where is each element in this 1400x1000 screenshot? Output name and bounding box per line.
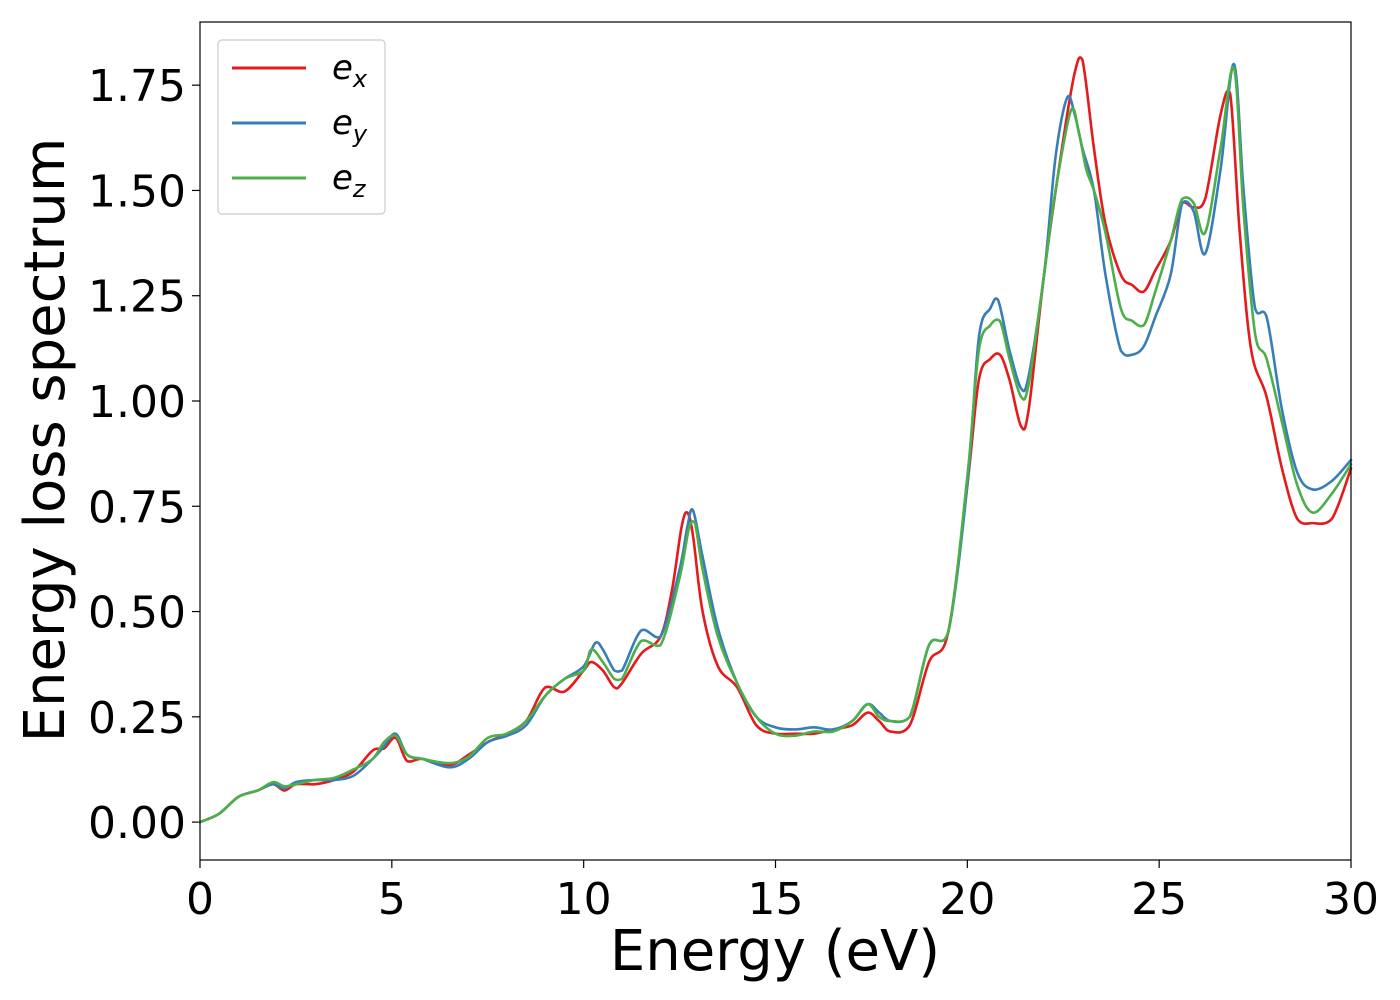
x-tick-label: 30 — [1323, 874, 1379, 925]
legend-label-subscript: x — [352, 65, 368, 93]
x-tick-label: 20 — [939, 874, 995, 925]
legend-label-base: e — [332, 158, 353, 198]
y-axis-ticks: 0.00 0.25 0.50 0.75 1.00 1.25 1.50 1.75 — [88, 61, 200, 849]
y-tick-label: 1.50 — [88, 166, 186, 217]
series-layer — [198, 56, 1353, 824]
legend-label-subscript: y — [352, 120, 368, 148]
y-tick-label: 0.00 — [88, 798, 186, 849]
legend-label-base: e — [332, 103, 353, 143]
x-axis-title: Energy (eV) — [610, 919, 940, 984]
legend-label-subscript: z — [352, 175, 367, 203]
x-axis-ticks: 0 5 10 15 20 25 30 — [186, 860, 1379, 925]
y-tick-label: 0.25 — [88, 693, 186, 744]
legend-box — [217, 39, 386, 215]
plot-frame — [199, 21, 1352, 861]
legend-label-e-z: ez — [332, 158, 367, 203]
y-tick-label: 1.75 — [88, 61, 186, 112]
legend-label-e-y: ey — [332, 103, 368, 148]
legend-label-base: e — [332, 48, 353, 88]
x-tick-label: 0 — [186, 874, 214, 925]
legend-label-e-x: ex — [332, 48, 368, 93]
y-tick-label: 1.25 — [88, 272, 186, 323]
x-tick-label: 5 — [378, 874, 406, 925]
x-tick-label: 10 — [556, 874, 612, 925]
y-tick-label: 0.50 — [88, 588, 186, 639]
x-tick-label: 25 — [1131, 874, 1187, 925]
y-tick-label: 0.75 — [88, 482, 186, 533]
y-axis-title: Energy loss spectrum — [13, 138, 78, 743]
series-line-e-z — [198, 65, 1353, 824]
x-tick-label: 15 — [748, 874, 804, 925]
y-tick-label: 1.00 — [88, 377, 186, 428]
